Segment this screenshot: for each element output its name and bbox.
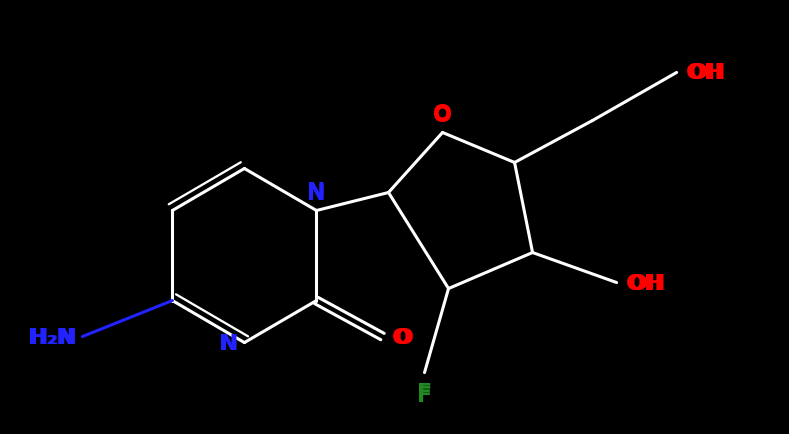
Text: N: N <box>220 333 238 353</box>
Text: N: N <box>307 184 326 204</box>
Text: OH: OH <box>629 273 666 293</box>
Text: O: O <box>433 104 452 124</box>
Text: OH: OH <box>689 63 726 83</box>
Text: N: N <box>219 333 237 353</box>
Text: O: O <box>391 327 410 347</box>
Text: F: F <box>417 385 432 404</box>
Text: OH: OH <box>626 273 663 293</box>
Text: OH: OH <box>686 63 724 83</box>
Text: H₂N: H₂N <box>28 327 75 347</box>
Text: N: N <box>307 182 326 202</box>
Text: O: O <box>433 106 452 126</box>
Text: H₂N: H₂N <box>29 327 77 347</box>
Text: F: F <box>417 382 432 401</box>
Text: O: O <box>394 327 413 347</box>
Text: H: H <box>58 327 77 347</box>
